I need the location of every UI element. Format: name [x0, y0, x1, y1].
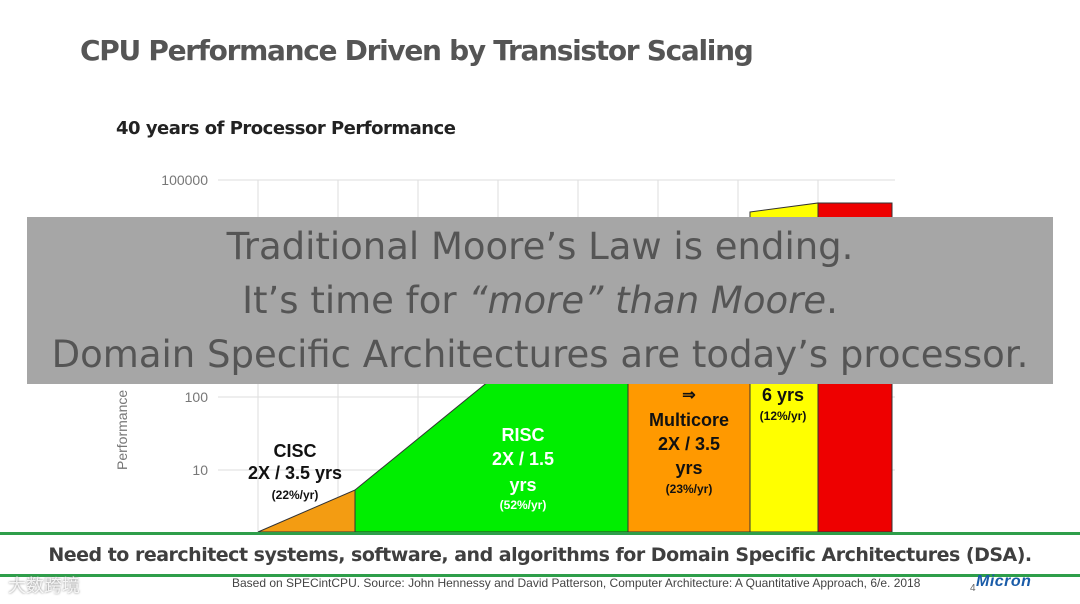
- source-citation: Based on SPECintCPU. Source: John Hennes…: [232, 576, 921, 590]
- cisc-pct-label: (22%/yr): [272, 488, 319, 502]
- multicore-rate-label: 2X / 3.5: [658, 434, 720, 454]
- overlay-line-2: It’s time for “more” than Moore.: [27, 274, 1053, 328]
- y-tick-100: 100: [185, 389, 209, 405]
- y-axis-label: Performance: [114, 390, 130, 470]
- risc-pct-label: (52%/yr): [500, 498, 547, 512]
- y-tick-100000: 100000: [161, 172, 208, 188]
- multicore-pct-label: (23%/yr): [666, 482, 713, 496]
- cisc-label: CISC: [273, 441, 316, 461]
- overlay-line-1: Traditional Moore’s Law is ending.: [226, 225, 854, 268]
- chart-title: 40 years of Processor Performance: [116, 118, 456, 139]
- multicore-arrow-label: ⇒: [682, 387, 695, 404]
- page-number: 4: [970, 583, 976, 594]
- overlay-line-2-pre: It’s time for: [242, 279, 469, 322]
- cisc-rate-label: 2X / 3.5 yrs: [248, 463, 342, 483]
- 6yrs-pct-label: (12%/yr): [760, 409, 807, 423]
- banner-top-rule: [0, 532, 1080, 535]
- banner-bottom-rule: [0, 574, 1080, 577]
- risc-rate-label: 2X / 1.5: [492, 449, 554, 469]
- risc-label: RISC: [501, 425, 544, 445]
- multicore-yrs-label: yrs: [675, 458, 702, 478]
- overlay-line-3: Domain Specific Architectures are today’…: [51, 333, 1029, 376]
- y-tick-10: 10: [192, 462, 208, 478]
- multicore-label: Multicore: [649, 410, 729, 430]
- risc-yrs-label: yrs: [509, 475, 536, 495]
- dsa-banner: Need to rearchitect systems, software, a…: [48, 544, 1032, 566]
- moores-law-overlay: Traditional Moore’s Law is ending. It’s …: [27, 217, 1053, 384]
- overlay-line-2-post: .: [826, 279, 838, 322]
- micron-logo: Micron: [976, 573, 1032, 590]
- overlay-line-2-emphasis: “more” than Moore: [468, 279, 827, 322]
- watermark: 大数跨境: [8, 576, 80, 596]
- 6yrs-label: 6 yrs: [762, 385, 804, 405]
- slide-title: CPU Performance Driven by Transistor Sca…: [80, 34, 754, 67]
